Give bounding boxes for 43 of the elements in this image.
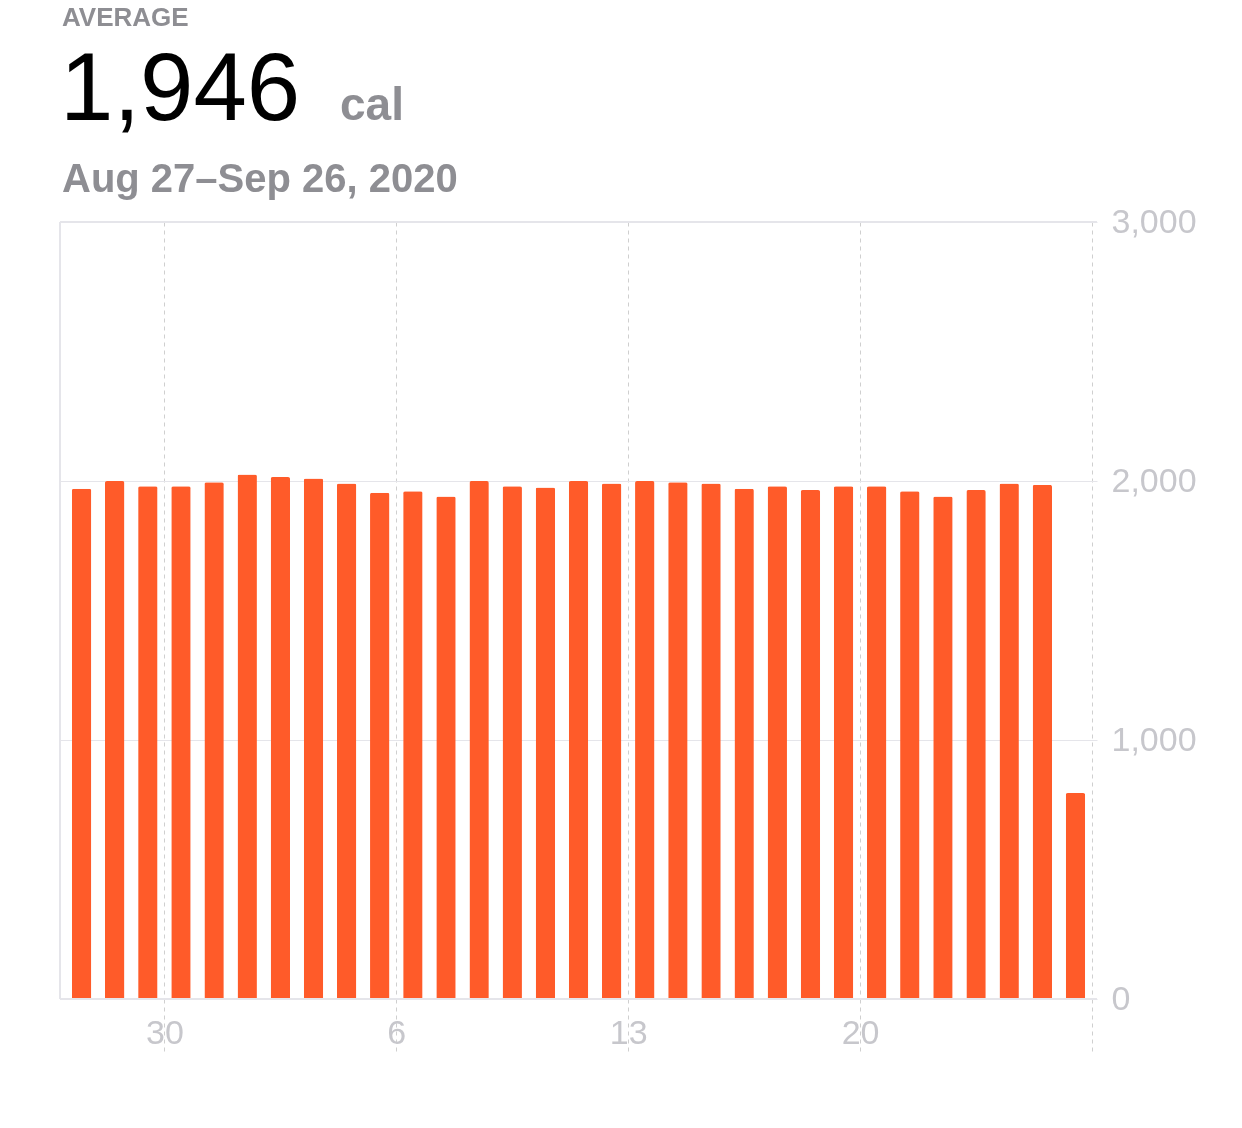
y-tick-label: 1,000 <box>1111 719 1197 758</box>
y-tick-label: 0 <box>1111 978 1131 1017</box>
bar <box>469 481 489 999</box>
bar <box>171 486 191 999</box>
x-tick-label: 20 <box>841 1012 880 1051</box>
x-tick-label: 30 <box>145 1012 184 1051</box>
chart-subtitle: Aug 27–Sep 26, 2020 <box>62 156 458 200</box>
bar <box>900 491 920 999</box>
bar <box>336 483 357 999</box>
bar <box>1032 484 1053 999</box>
bar <box>601 483 622 999</box>
bar <box>833 486 854 999</box>
bar <box>701 483 721 999</box>
x-tick-label: 6 <box>387 1012 407 1051</box>
bar <box>767 486 787 999</box>
bar <box>635 481 655 999</box>
y-tick-label: 3,000 <box>1111 201 1197 240</box>
chart-title: 1,946 <box>60 33 301 140</box>
bar <box>104 481 125 999</box>
bar <box>866 486 887 999</box>
bar <box>71 488 92 999</box>
bar <box>502 486 522 999</box>
bar <box>370 492 390 999</box>
bar <box>535 487 556 999</box>
bar <box>303 478 324 999</box>
bar <box>138 486 158 999</box>
bar <box>403 491 423 999</box>
y-tick-label: 2,000 <box>1111 460 1197 499</box>
bar <box>1065 793 1086 999</box>
bar <box>734 488 754 999</box>
bar <box>237 474 257 999</box>
bar <box>933 496 953 999</box>
bar <box>270 477 291 999</box>
bar <box>966 490 986 999</box>
bar <box>668 482 688 999</box>
text: AVERAGE <box>62 2 189 32</box>
bar <box>204 482 224 999</box>
text: cal <box>340 78 404 130</box>
bar <box>436 496 456 999</box>
bar <box>800 490 821 999</box>
bar <box>999 483 1019 999</box>
x-tick-label: 13 <box>609 1012 648 1051</box>
bar <box>568 481 589 999</box>
